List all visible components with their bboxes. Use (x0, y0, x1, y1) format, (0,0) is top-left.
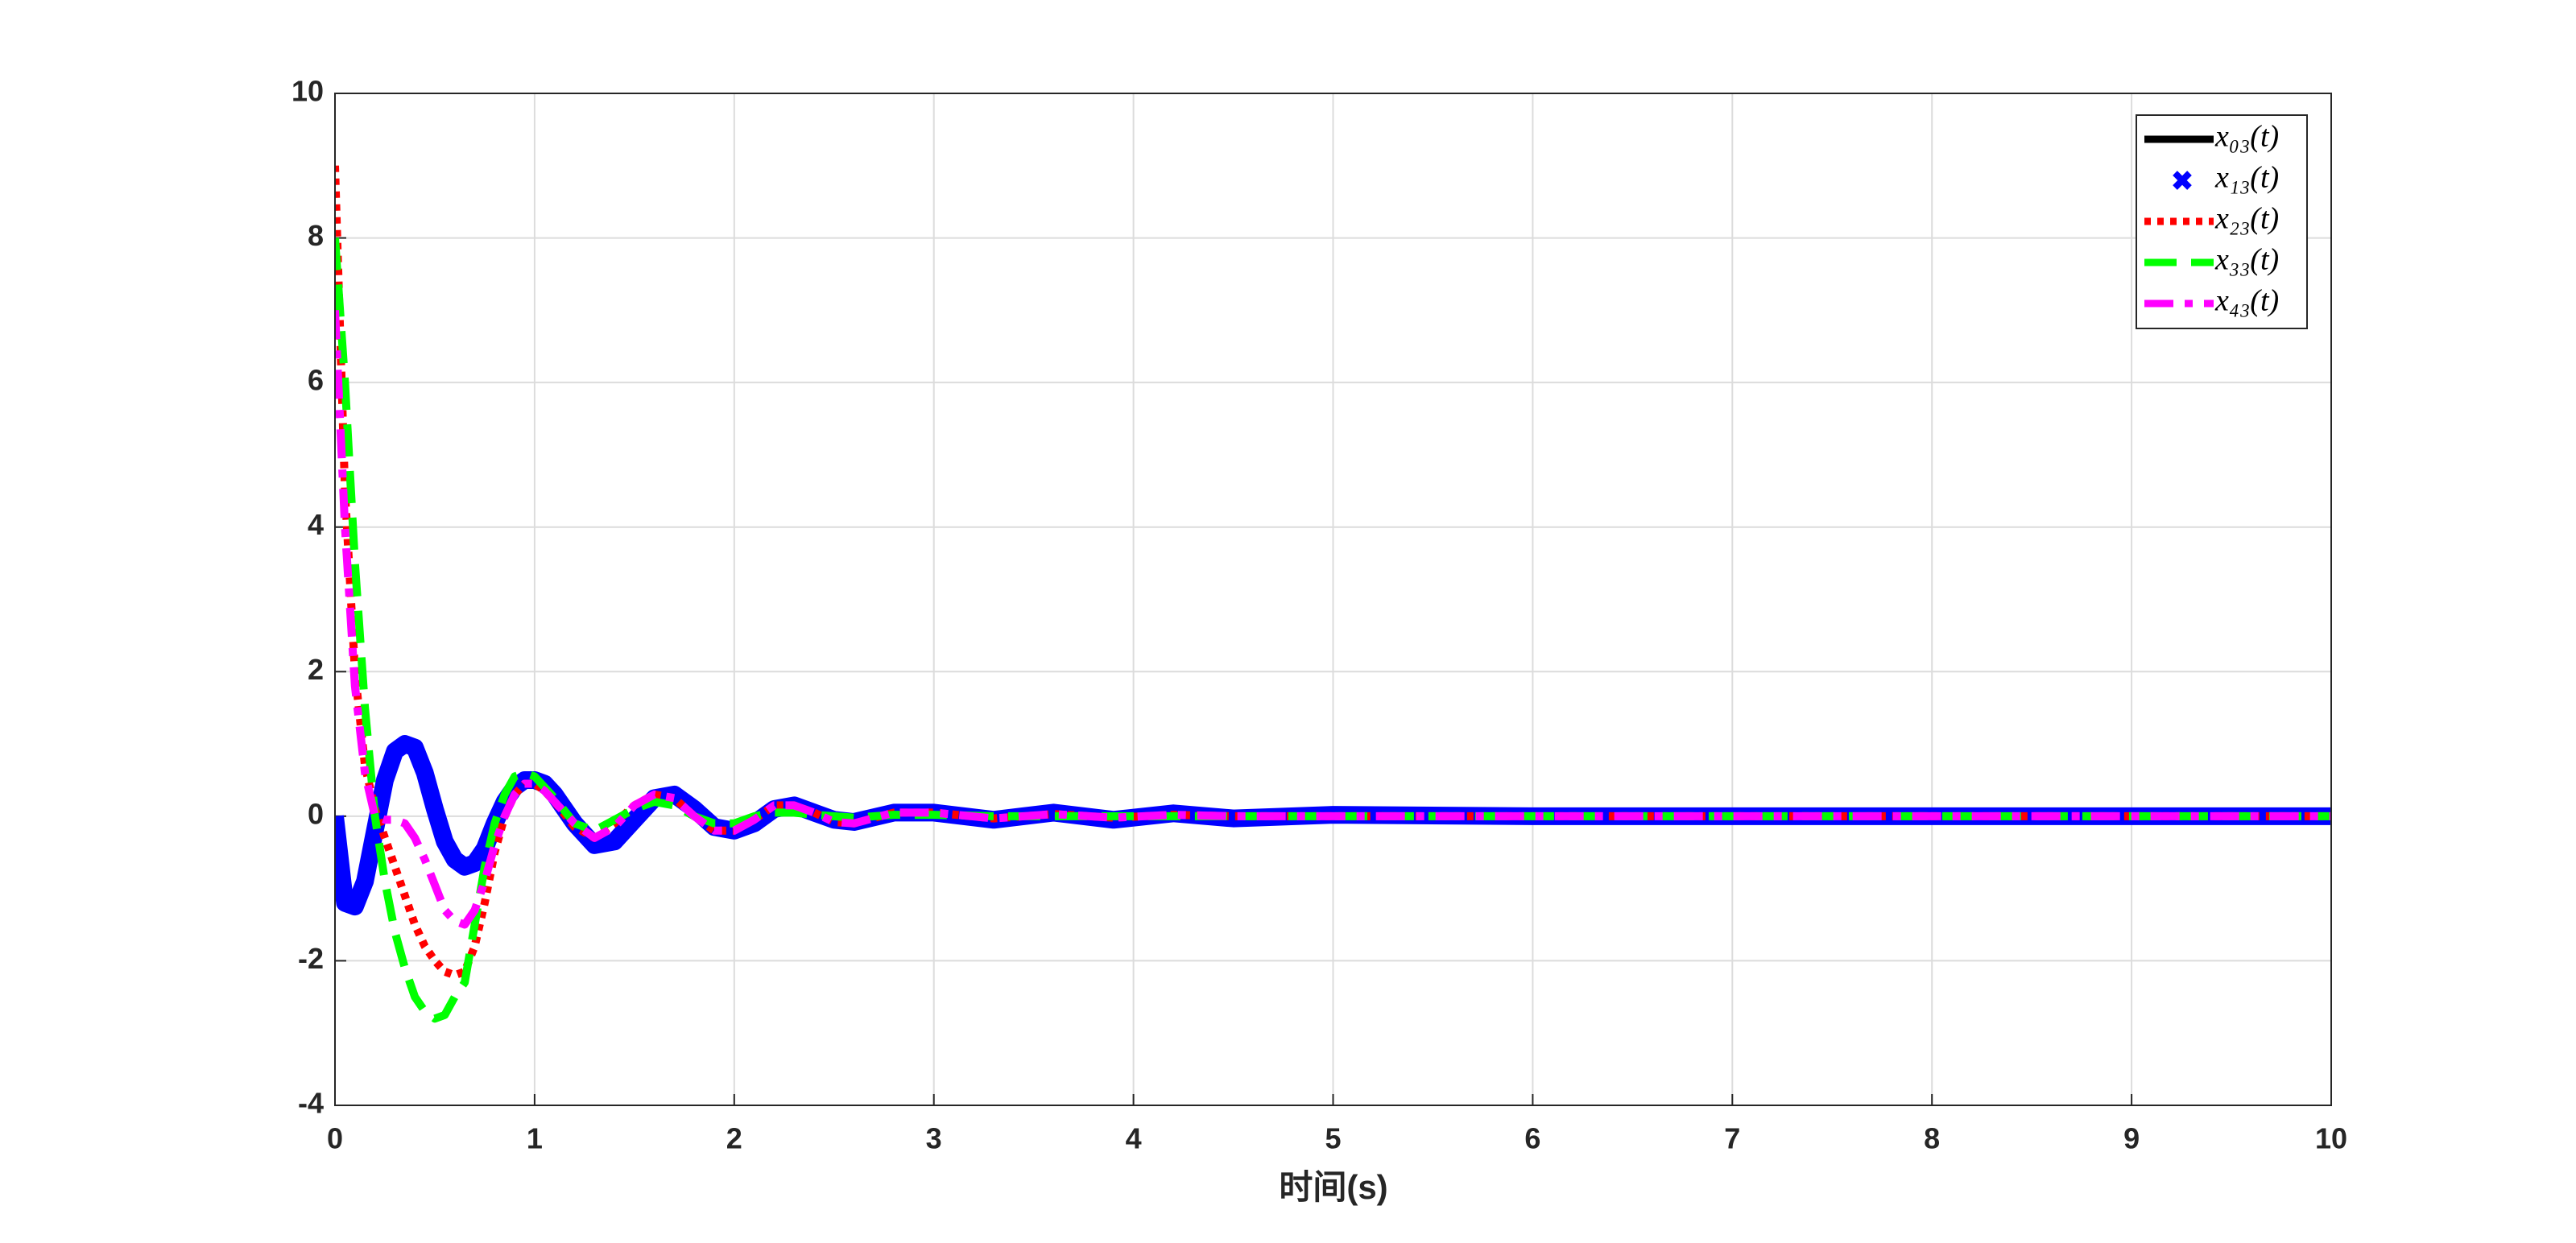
y-tick-label: 10 (292, 75, 324, 108)
x-tick-label: 0 (327, 1122, 343, 1155)
y-tick-label: -2 (298, 942, 324, 975)
y-tick-label: 2 (308, 653, 324, 686)
y-tick-label: -4 (298, 1087, 324, 1120)
series-line (335, 237, 2331, 1023)
y-tick-label: 8 (308, 219, 324, 252)
x-axis-label: 时间(s) (1279, 1168, 1387, 1206)
x-tick-label: 6 (1524, 1122, 1540, 1155)
x-tick-label: 3 (926, 1122, 942, 1155)
x-tick-label: 10 (2315, 1122, 2347, 1155)
legend-label: x₄₃(t) (2214, 284, 2279, 318)
x-tick-label: 1 (527, 1122, 543, 1155)
legend-marker (2173, 171, 2192, 190)
axes-box (334, 93, 2332, 1106)
legend-label: x₃₃(t) (2214, 243, 2279, 277)
x-tick-label: 5 (1325, 1122, 1341, 1155)
legend-label: x₁₃(t) (2214, 161, 2279, 195)
legend-label: x₂₃(t) (2214, 202, 2279, 236)
series-line (335, 310, 2331, 929)
x-tick-label: 8 (1924, 1122, 1940, 1155)
x-tick-label: 2 (726, 1122, 742, 1155)
x-tick-label: 4 (1126, 1122, 1142, 1155)
y-tick-label: 4 (308, 508, 324, 541)
x-tick-label: 7 (1724, 1122, 1740, 1155)
y-tick-label: 0 (308, 797, 324, 830)
y-tick-label: 6 (308, 364, 324, 397)
legend-box (2136, 114, 2308, 329)
legend-label: x₀₃(t) (2214, 120, 2279, 154)
x-tick-label: 9 (2123, 1122, 2140, 1155)
